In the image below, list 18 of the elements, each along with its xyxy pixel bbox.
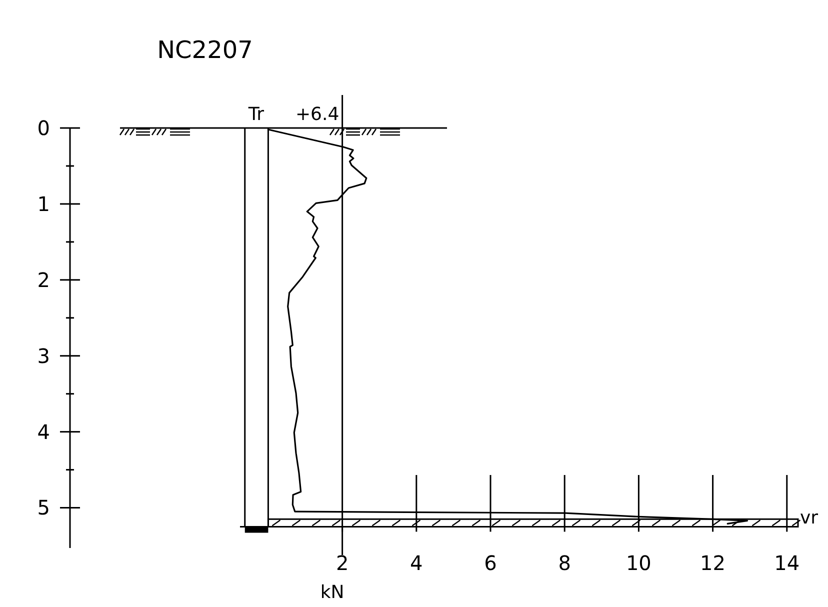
y-tick-label: 5 <box>37 496 50 520</box>
text: +6.4 <box>295 104 340 125</box>
y-tick-label: 3 <box>37 344 50 368</box>
x-tick-label: 4 <box>410 551 423 575</box>
y-tick-label: 2 <box>37 268 50 292</box>
x-tick-label: 8 <box>558 551 571 575</box>
x-tick-label: 14 <box>774 551 800 575</box>
x-tick-label: 12 <box>700 551 726 575</box>
chart-title: NC2207 <box>157 36 253 64</box>
text: Tr <box>247 104 265 125</box>
x-tick-label: 6 <box>484 551 497 575</box>
y-tick-label: 1 <box>37 192 50 216</box>
x-tick-label: 10 <box>626 551 652 575</box>
y-tick-label: 4 <box>37 420 50 444</box>
y-tick-label: 0 <box>37 116 50 140</box>
x-axis-title: kN <box>320 582 344 603</box>
x-tick-label: 2 <box>336 551 349 575</box>
text: vr <box>800 508 819 529</box>
